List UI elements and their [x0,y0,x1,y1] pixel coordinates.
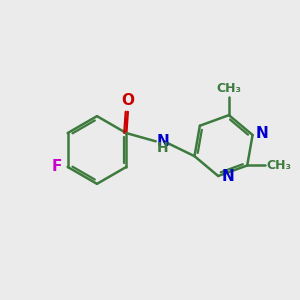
Text: CH₃: CH₃ [216,82,242,95]
Text: O: O [121,93,134,108]
Text: H: H [157,141,168,155]
Text: F: F [52,159,62,174]
Text: CH₃: CH₃ [266,159,291,172]
Text: N: N [157,134,169,148]
Text: N: N [256,126,269,141]
Text: N: N [222,169,235,184]
